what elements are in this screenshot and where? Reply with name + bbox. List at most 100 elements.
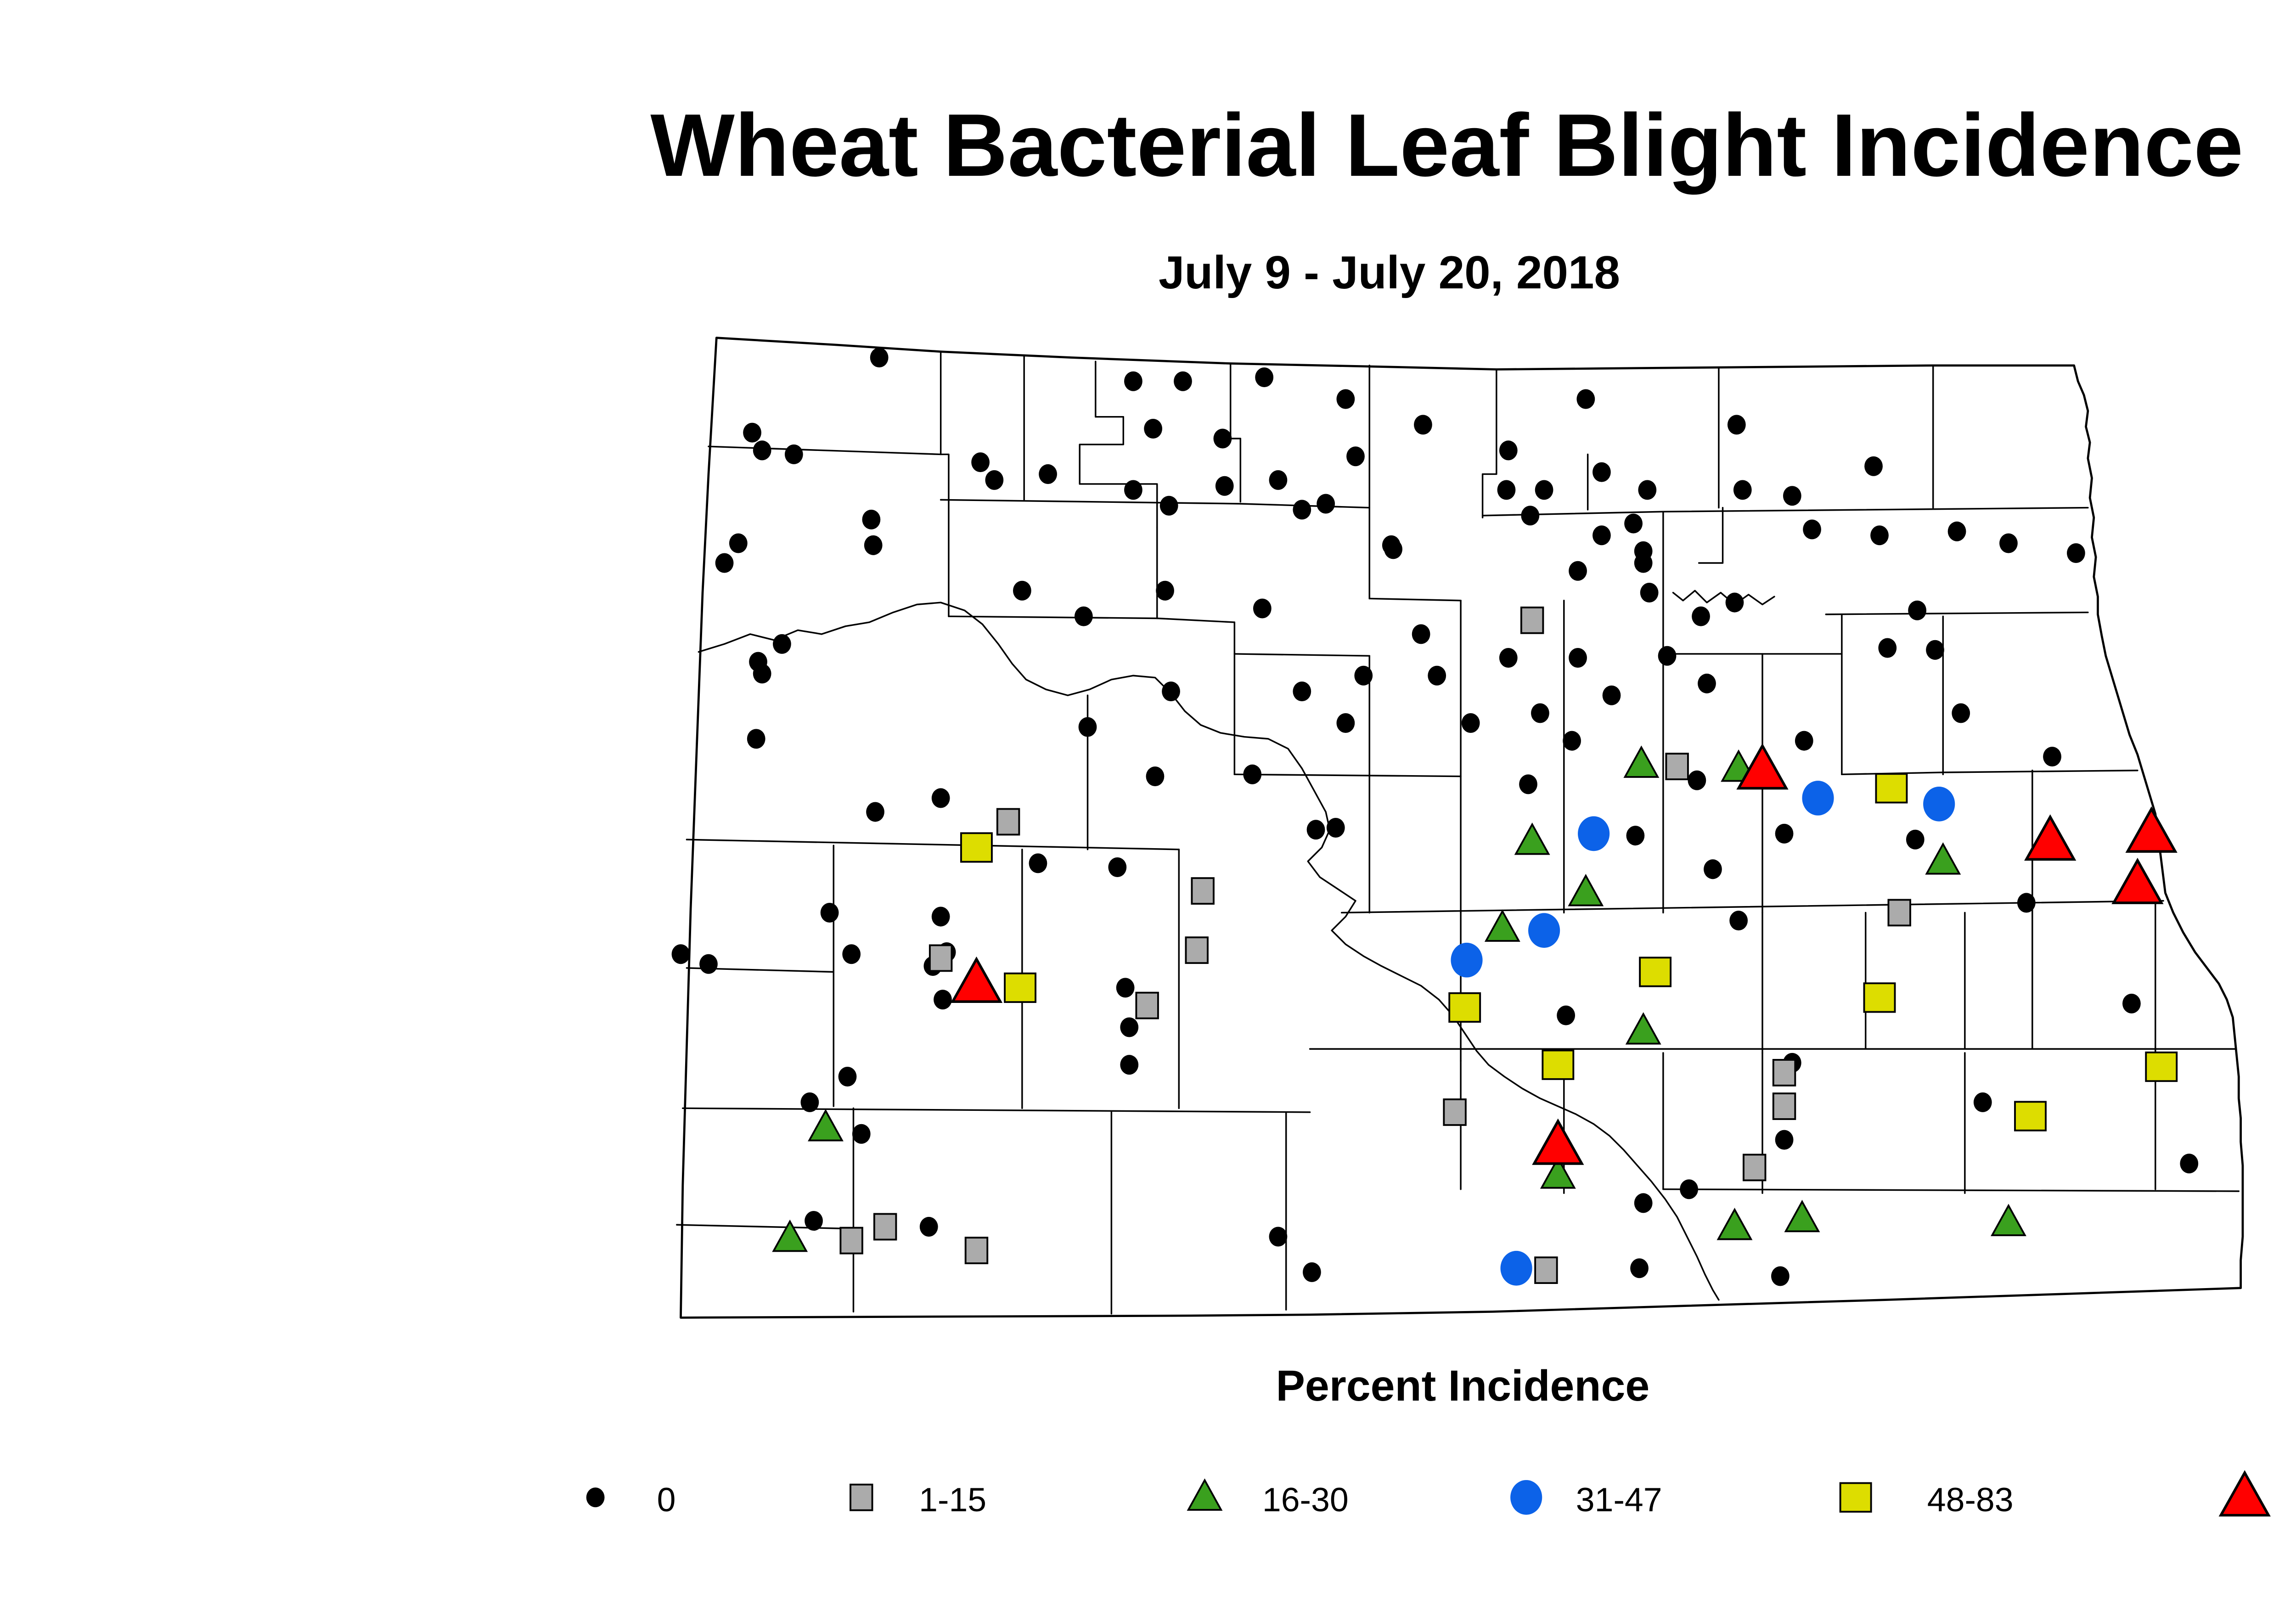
marker-yellow-square bbox=[1639, 957, 1672, 987]
marker-black-dot bbox=[1521, 506, 1540, 526]
marker-blue-circle bbox=[1528, 913, 1560, 948]
county-boundary-line bbox=[1079, 360, 1158, 529]
marker-black-dot bbox=[1634, 553, 1653, 573]
marker-black-dot bbox=[1162, 681, 1180, 702]
marker-black-dot bbox=[1519, 774, 1537, 794]
marker-black-dot bbox=[1783, 486, 1801, 506]
marker-black-dot bbox=[586, 1487, 605, 1508]
county-boundary-line bbox=[1233, 773, 1462, 777]
marker-red-triangle bbox=[2218, 1470, 2271, 1517]
marker-black-dot bbox=[773, 634, 791, 654]
marker-black-dot bbox=[1908, 600, 1927, 620]
legend-item-gray-square: 1-15 bbox=[850, 1481, 986, 1519]
marker-yellow-square bbox=[1448, 992, 1481, 1023]
marker-red-triangle bbox=[2024, 814, 2077, 861]
marker-black-dot bbox=[1354, 665, 1373, 686]
marker-black-dot bbox=[753, 664, 771, 684]
marker-red-triangle bbox=[950, 956, 1003, 1003]
county-map-layer bbox=[676, 337, 2244, 1319]
marker-black-dot bbox=[1414, 415, 1432, 435]
marker-green-triangle bbox=[1540, 1156, 1576, 1189]
marker-gray-square bbox=[1135, 991, 1159, 1019]
marker-gray-square bbox=[1185, 936, 1209, 964]
marker-gray-square bbox=[1772, 1059, 1796, 1086]
marker-black-dot bbox=[1293, 681, 1311, 702]
marker-black-dot bbox=[1602, 685, 1621, 705]
legend-item-black-dot: 0 bbox=[586, 1481, 676, 1519]
county-boundary-line bbox=[682, 1107, 1311, 1113]
marker-black-dot bbox=[784, 444, 803, 464]
marker-gray-square bbox=[839, 1227, 863, 1255]
river-boundary-line bbox=[698, 602, 1720, 1301]
marker-black-dot bbox=[1336, 389, 1355, 409]
marker-black-dot bbox=[1326, 817, 1345, 838]
marker-black-dot bbox=[934, 990, 952, 1010]
marker-black-dot bbox=[1269, 470, 1288, 490]
marker-red-triangle bbox=[2125, 806, 2178, 853]
legend-item-green-triangle: 16-30 bbox=[1187, 1478, 1349, 1519]
county-boundary-line bbox=[1481, 511, 1664, 517]
marker-black-dot bbox=[1593, 462, 1611, 482]
legend-label: 0 bbox=[657, 1481, 676, 1519]
marker-black-dot bbox=[971, 452, 990, 473]
marker-gray-square bbox=[850, 1483, 873, 1511]
marker-green-triangle bbox=[1716, 1207, 1753, 1240]
marker-black-dot bbox=[1412, 624, 1430, 644]
marker-black-dot bbox=[820, 902, 839, 923]
marker-black-dot bbox=[1124, 480, 1142, 500]
marker-yellow-square bbox=[960, 832, 993, 863]
marker-yellow-square bbox=[1004, 972, 1036, 1003]
marker-black-dot bbox=[1303, 1262, 1321, 1282]
marker-black-dot bbox=[1146, 766, 1165, 787]
marker-black-dot bbox=[1775, 823, 1794, 844]
legend-title: Percent Incidence bbox=[1276, 1362, 1649, 1410]
marker-black-dot bbox=[1317, 494, 1335, 514]
marker-black-dot bbox=[1531, 703, 1549, 723]
marker-black-dot bbox=[1253, 598, 1272, 619]
marker-red-triangle bbox=[1736, 743, 1789, 790]
marker-black-dot bbox=[2067, 543, 2085, 563]
county-boundary-line bbox=[940, 453, 950, 617]
marker-black-dot bbox=[1120, 1017, 1139, 1037]
marker-blue-circle bbox=[1451, 942, 1483, 978]
marker-black-dot bbox=[1074, 606, 1093, 626]
legend-item-yellow-square: 48-83 bbox=[1839, 1481, 2014, 1519]
marker-black-dot bbox=[1973, 1092, 1992, 1112]
marker-gray-square bbox=[1520, 606, 1544, 634]
marker-black-dot bbox=[1255, 367, 1274, 388]
marker-yellow-square bbox=[2014, 1101, 2047, 1132]
marker-black-dot bbox=[743, 422, 761, 443]
marker-gray-square bbox=[873, 1213, 897, 1241]
marker-black-dot bbox=[1680, 1179, 1698, 1199]
marker-black-dot bbox=[1624, 513, 1643, 534]
legend-label: 48-83 bbox=[1927, 1481, 2014, 1519]
marker-black-dot bbox=[864, 535, 883, 555]
marker-gray-square bbox=[929, 944, 953, 972]
marker-black-dot bbox=[1640, 583, 1659, 603]
marker-black-dot bbox=[1108, 857, 1127, 878]
marker-black-dot bbox=[1461, 713, 1480, 733]
marker-black-dot bbox=[862, 509, 881, 529]
marker-gray-square bbox=[1887, 899, 1911, 927]
marker-black-dot bbox=[1727, 415, 1746, 435]
marker-black-dot bbox=[1926, 640, 1944, 660]
marker-black-dot bbox=[1499, 440, 1518, 461]
marker-black-dot bbox=[2122, 993, 2141, 1013]
marker-black-dot bbox=[1704, 859, 1722, 879]
marker-yellow-square bbox=[1839, 1482, 1872, 1513]
county-boundary-line bbox=[1156, 617, 1236, 623]
marker-black-dot bbox=[1029, 853, 1047, 873]
marker-black-dot bbox=[1116, 978, 1135, 998]
county-boundary-line bbox=[676, 1224, 855, 1230]
marker-black-dot bbox=[2180, 1154, 2199, 1174]
marker-black-dot bbox=[866, 802, 884, 822]
marker-black-dot bbox=[1497, 480, 1516, 500]
marker-green-triangle bbox=[1623, 745, 1660, 778]
marker-black-dot bbox=[1306, 820, 1325, 840]
marker-green-triangle bbox=[1568, 873, 1604, 906]
marker-black-dot bbox=[1576, 389, 1595, 409]
marker-green-triangle bbox=[1514, 822, 1550, 855]
marker-black-dot bbox=[1293, 500, 1311, 520]
marker-black-dot bbox=[1947, 521, 1966, 541]
